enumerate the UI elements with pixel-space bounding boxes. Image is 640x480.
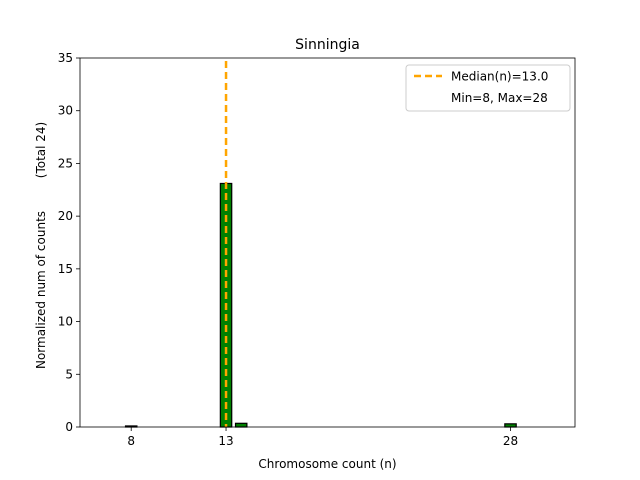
y-tick-label: 35 [58,51,73,65]
legend-frame [405,64,571,112]
y-tick-label: 15 [58,262,73,276]
y-axis-ticks: 0 5 10 15 20 25 30 35 [58,51,80,434]
x-tick-label: 13 [218,434,233,448]
plot-frame [79,57,576,428]
y-tick-label: 25 [58,156,73,170]
histogram-bar [504,423,517,428]
legend-median-label: Median(n)=13.0 [451,70,548,84]
legend: Median(n)=13.0 Min=8, Max=28 [405,64,571,112]
x-axis-label: Chromosome count (n) [258,457,396,471]
y-tick-label: 0 [65,420,73,434]
bars-layer [124,182,517,428]
x-tick-label: 28 [503,434,518,448]
y-axis-total-label: (Total 24) [34,122,48,178]
y-tick-label: 5 [65,367,73,381]
y-tick-label: 10 [58,315,73,329]
y-tick-label: 30 [58,104,73,118]
y-axis-label: Normalized num of counts [34,211,48,369]
y-tick-label: 20 [58,209,73,223]
chart-title: Sinningia [295,37,360,53]
x-tick-label: 8 [127,434,135,448]
legend-range-label: Min=8, Max=28 [451,91,548,105]
x-axis-ticks: 8 13 28 [127,427,518,448]
histogram-bar [234,422,248,428]
